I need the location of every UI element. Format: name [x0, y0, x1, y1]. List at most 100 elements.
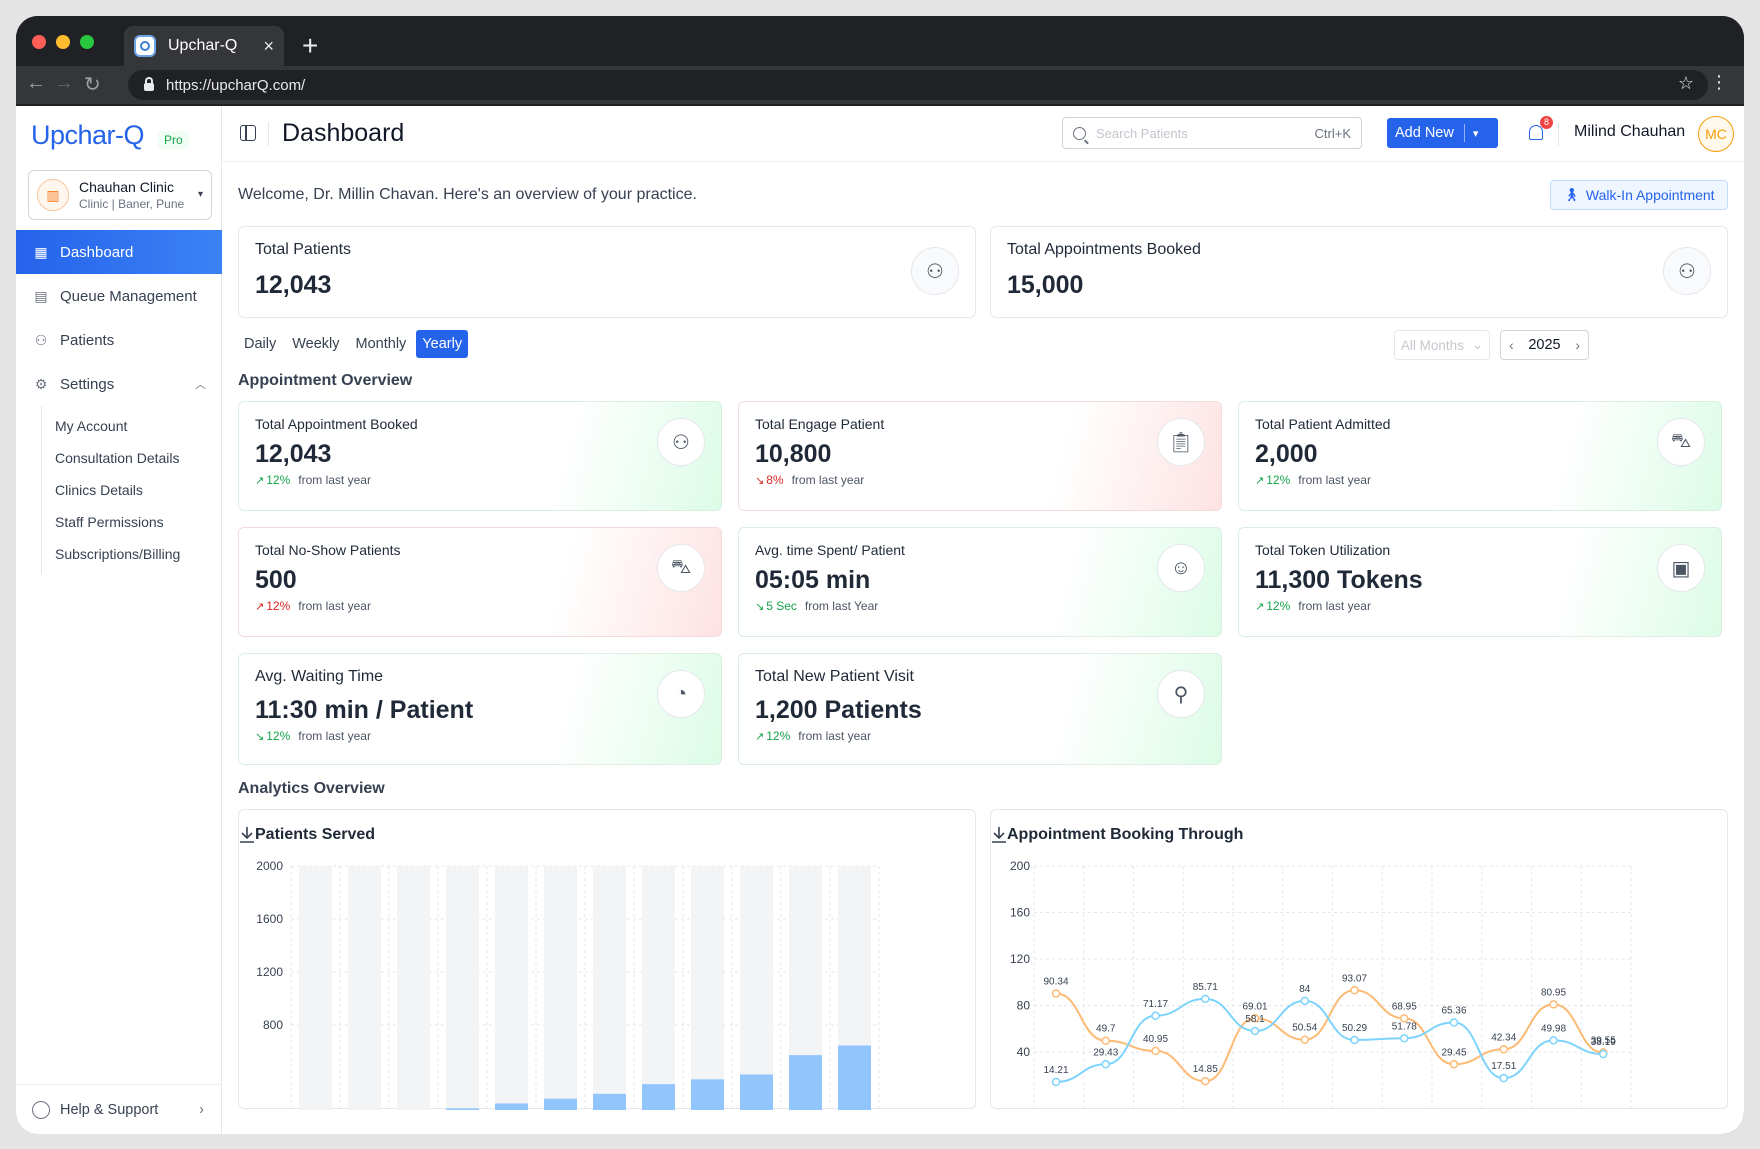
tab-yearly[interactable]: Yearly	[416, 330, 469, 358]
data-point	[1101, 1036, 1110, 1045]
card-value: 12,043	[255, 271, 332, 299]
sidebar: Upchar-Q Pro ▥ Chauhan Clinic Clinic | B…	[16, 106, 222, 1134]
arrow-down-icon: ↘	[755, 475, 765, 487]
submenu-item-consultation-details[interactable]: Consultation Details	[55, 450, 180, 466]
tab-daily[interactable]: Daily	[244, 336, 277, 352]
trend-value: 12%	[1266, 599, 1291, 613]
chevron-right-icon[interactable]: ›	[1575, 337, 1580, 353]
data-point	[1300, 1035, 1309, 1044]
data-label: 50.29	[1342, 1023, 1367, 1034]
forward-icon[interactable]: →	[54, 72, 74, 94]
data-point	[1499, 1045, 1508, 1054]
submenu-item-staff-permissions[interactable]: Staff Permissions	[55, 514, 164, 530]
browser-tab[interactable]: Upchar-Q ×	[124, 26, 284, 66]
tab-weekly[interactable]: Weekly	[292, 336, 340, 352]
back-icon[interactable]: ←	[26, 72, 46, 94]
sidebar-item-label: Patients	[60, 331, 115, 349]
stat-trend: ↗ 12% from last year	[755, 729, 1205, 743]
tab-monthly[interactable]: Monthly	[355, 336, 407, 352]
months-select[interactable]: All Months ⌄	[1394, 330, 1490, 360]
data-label: 93.07	[1342, 973, 1367, 984]
bar	[838, 1045, 871, 1110]
trend-suffix: from last year	[791, 473, 865, 487]
data-label: 50.54	[1292, 1023, 1317, 1034]
stat-card-total-token-utilization: Total Token Utilization 11,300 Tokens ↗ 1…	[1238, 527, 1722, 637]
chart-title: Appointment Booking Through	[1007, 826, 1244, 843]
calendar-check-icon: ▣	[1657, 544, 1705, 592]
browser-menu-icon[interactable]: ⋮	[1710, 72, 1728, 92]
y-tick-label: 120	[1010, 952, 1030, 966]
close-window-button[interactable]	[32, 35, 46, 49]
new-tab-button[interactable]: +	[302, 30, 319, 61]
clinic-building-icon: ▥	[37, 179, 69, 211]
data-label: 29.43	[1093, 1047, 1118, 1058]
submenu-item-subscriptions-billing[interactable]: Subscriptions/Billing	[55, 546, 181, 562]
walking-person-icon: 🚶︎	[1563, 187, 1580, 202]
data-point	[1250, 1026, 1260, 1036]
users-icon: ⚇	[657, 418, 705, 466]
download-icon[interactable]	[991, 826, 1007, 844]
submenu-item-clinics-details[interactable]: Clinics Details	[55, 482, 143, 498]
data-label: 68.95	[1392, 1001, 1417, 1012]
y-tick-label: 80	[1017, 999, 1031, 1013]
y-tick-label: 1200	[256, 965, 283, 979]
sidebar-item-queue-management[interactable]: ▤ Queue Management	[16, 274, 222, 318]
close-icon[interactable]: ×	[263, 35, 274, 56]
stat-value: 500	[255, 566, 297, 594]
notification-badge: 8	[1540, 116, 1553, 129]
data-point	[1151, 1046, 1160, 1056]
user-name[interactable]: Milind Chauhan	[1574, 123, 1686, 140]
add-new-button[interactable]: Add New ▾	[1387, 118, 1498, 148]
search-box[interactable]: Ctrl+K	[1062, 117, 1362, 149]
bar-background	[544, 866, 577, 1110]
bookmark-star-icon[interactable]: ☆	[1677, 73, 1694, 93]
sidebar-item-settings[interactable]: ⚙ Settings ︿	[16, 362, 222, 406]
address-bar[interactable]: https://upcharQ.com/ ☆	[128, 70, 1708, 100]
submenu-item-my-account[interactable]: My Account	[55, 418, 128, 434]
download-icon[interactable]	[239, 826, 255, 844]
walk-in-appointment-button[interactable]: 🚶︎ Walk-In Appointment	[1550, 180, 1728, 210]
chevron-left-icon[interactable]: ‹	[1509, 337, 1514, 353]
bar	[495, 1103, 528, 1110]
stat-trend: ↗ 12% from last year	[255, 599, 705, 613]
data-point	[1051, 1077, 1061, 1087]
y-tick-label: 160	[1010, 906, 1030, 920]
arrow-up-icon: ↗	[1255, 601, 1265, 613]
maximize-window-button[interactable]	[80, 35, 94, 49]
trend-suffix: from last year	[798, 729, 871, 743]
stat-trend: ↘ 8% from last year	[755, 473, 1205, 487]
trend-suffix: from last year	[298, 729, 371, 743]
stat-value: 11,300 Tokens	[1255, 566, 1423, 594]
data-point	[1449, 1018, 1459, 1027]
data-point	[1051, 989, 1061, 998]
stat-label: Total Patient Admitted	[1255, 416, 1391, 432]
stat-value: 10,800	[755, 440, 832, 468]
trend-value: 12%	[266, 473, 291, 487]
lock-icon	[144, 77, 154, 91]
clinic-selector[interactable]: ▥ Chauhan Clinic Clinic | Baner, Pune ▾	[28, 170, 212, 220]
reload-icon[interactable]: ↻	[84, 74, 101, 96]
sidebar-item-patients[interactable]: ⚇ Patients	[16, 318, 222, 362]
sidebar-item-dashboard[interactable]: ▦ Dashboard	[16, 230, 222, 274]
data-point	[1499, 1073, 1508, 1083]
stat-card-total-new-patient-visit: Total New Patient Visit 1,200 Patients ↗…	[738, 653, 1222, 765]
stat-label: Total Appointment Booked	[255, 416, 418, 432]
notifications-button[interactable]: 8	[1527, 116, 1553, 143]
stat-label: Total Token Utilization	[1255, 542, 1391, 558]
logo[interactable]: Upchar-Q Pro	[31, 120, 189, 151]
chevron-down-icon[interactable]: ▾	[1472, 127, 1479, 140]
stat-value: 05:05 min	[755, 566, 871, 594]
avatar[interactable]: MC	[1698, 116, 1734, 152]
chevron-up-icon: ︿	[195, 379, 206, 391]
sidebar-toggle-icon[interactable]	[240, 125, 256, 141]
help-support-link[interactable]: Help & Support ›	[16, 1084, 222, 1134]
analytics-overview-title: Analytics Overview	[238, 780, 385, 797]
user-icon: ⚲	[1157, 670, 1205, 718]
search-input[interactable]	[1096, 125, 1315, 141]
divider	[268, 122, 269, 146]
stat-label: Total New Patient Visit	[755, 668, 914, 685]
plan-badge: Pro	[158, 131, 189, 149]
minimize-window-button[interactable]	[56, 35, 70, 49]
top-header: Dashboard Ctrl+K Add New ▾ 8 Milind Chau…	[222, 106, 1744, 162]
data-label: 42.34	[1491, 1032, 1516, 1043]
